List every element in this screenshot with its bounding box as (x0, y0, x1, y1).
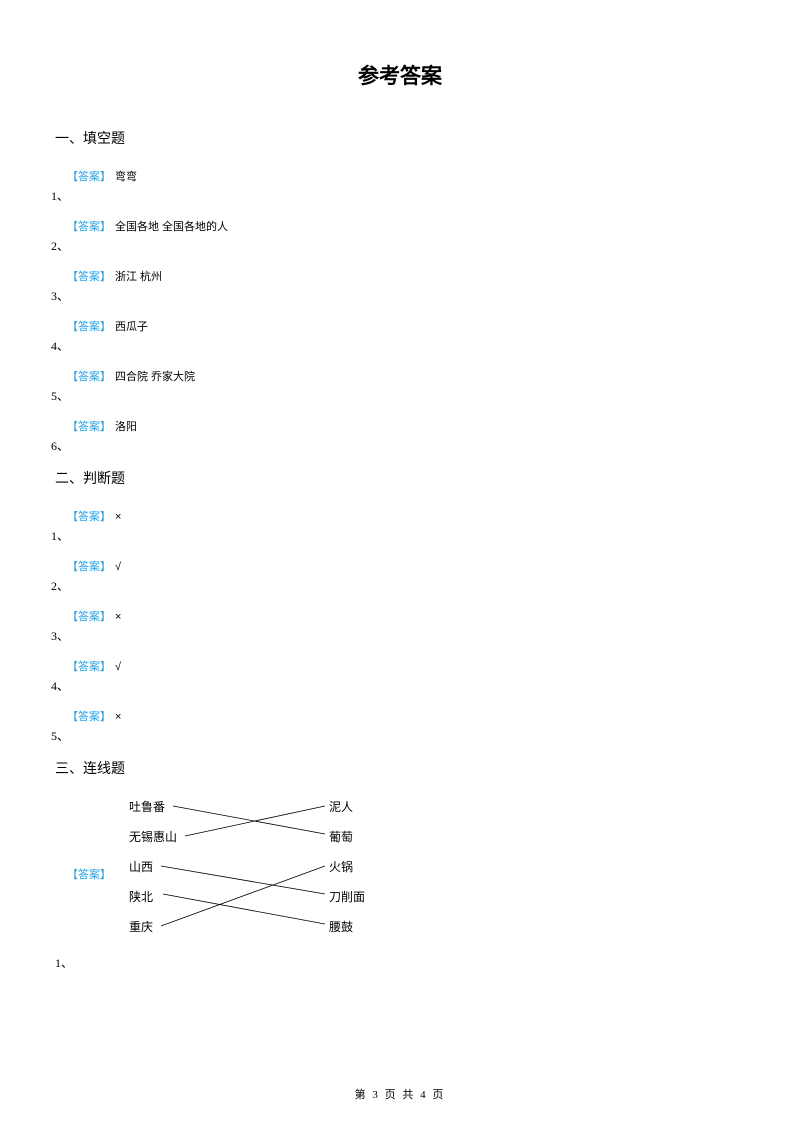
fill-item: 【答案】 西瓜子 4、 (55, 318, 745, 346)
matching-diagram: 【答案】 吐鲁番 无锡惠山 山西 陕北 重庆 泥人 葡萄 火锅 刀削面 腰鼓 (67, 798, 487, 948)
item-number: 5、 (51, 387, 69, 404)
answer-label: 【答案】 (67, 866, 111, 882)
item-number: 1、 (51, 187, 69, 204)
answer-text: 西瓜子 (111, 318, 148, 334)
item-number: 4、 (51, 677, 69, 694)
fill-item: 【答案】 浙江 杭州 3、 (55, 268, 745, 296)
fill-item: 【答案】 四合院 乔家大院 5、 (55, 368, 745, 396)
answer-text: √ (111, 661, 121, 673)
fill-item: 【答案】 弯弯 1、 (55, 168, 745, 196)
answer-text: 全国各地 全国各地的人 (111, 218, 228, 234)
answer-text: × (111, 511, 121, 523)
item-number: 2、 (51, 577, 69, 594)
judge-item: 【答案】 √ 4、 (55, 658, 745, 686)
answer-label: 【答案】 (67, 168, 111, 184)
answer-label: 【答案】 (67, 608, 111, 624)
item-number: 1、 (55, 954, 745, 971)
answer-text: 四合院 乔家大院 (111, 368, 195, 384)
answer-text: √ (111, 561, 121, 573)
answer-text: × (111, 611, 121, 623)
answer-label: 【答案】 (67, 558, 111, 574)
answer-label: 【答案】 (67, 368, 111, 384)
answer-label: 【答案】 (67, 708, 111, 724)
answer-label: 【答案】 (67, 268, 111, 284)
judge-item: 【答案】 × 1、 (55, 508, 745, 536)
answer-label: 【答案】 (67, 658, 111, 674)
answer-label: 【答案】 (67, 508, 111, 524)
item-number: 2、 (51, 237, 69, 254)
answer-text: × (111, 711, 121, 723)
judge-item: 【答案】 √ 2、 (55, 558, 745, 586)
answer-label: 【答案】 (67, 218, 111, 234)
item-number: 5、 (51, 727, 69, 744)
answer-label: 【答案】 (67, 318, 111, 334)
judge-item: 【答案】 × 3、 (55, 608, 745, 636)
fill-item: 【答案】 洛阳 6、 (55, 418, 745, 446)
section-heading-fill: 一、填空题 (55, 128, 745, 148)
item-number: 3、 (51, 627, 69, 644)
answer-text: 洛阳 (111, 418, 137, 434)
item-number: 4、 (51, 337, 69, 354)
answer-text: 弯弯 (111, 168, 137, 184)
judge-item: 【答案】 × 5、 (55, 708, 745, 736)
item-number: 3、 (51, 287, 69, 304)
page-title: 参考答案 (55, 60, 745, 90)
section-heading-match: 三、连线题 (55, 758, 745, 778)
item-number: 6、 (51, 437, 69, 454)
answer-text: 浙江 杭州 (111, 268, 162, 284)
matching-lines (127, 798, 347, 938)
page-footer: 第 3 页 共 4 页 (0, 1086, 800, 1102)
fill-item: 【答案】 全国各地 全国各地的人 2、 (55, 218, 745, 246)
section-heading-judge: 二、判断题 (55, 468, 745, 488)
answer-label: 【答案】 (67, 418, 111, 434)
item-number: 1、 (51, 527, 69, 544)
